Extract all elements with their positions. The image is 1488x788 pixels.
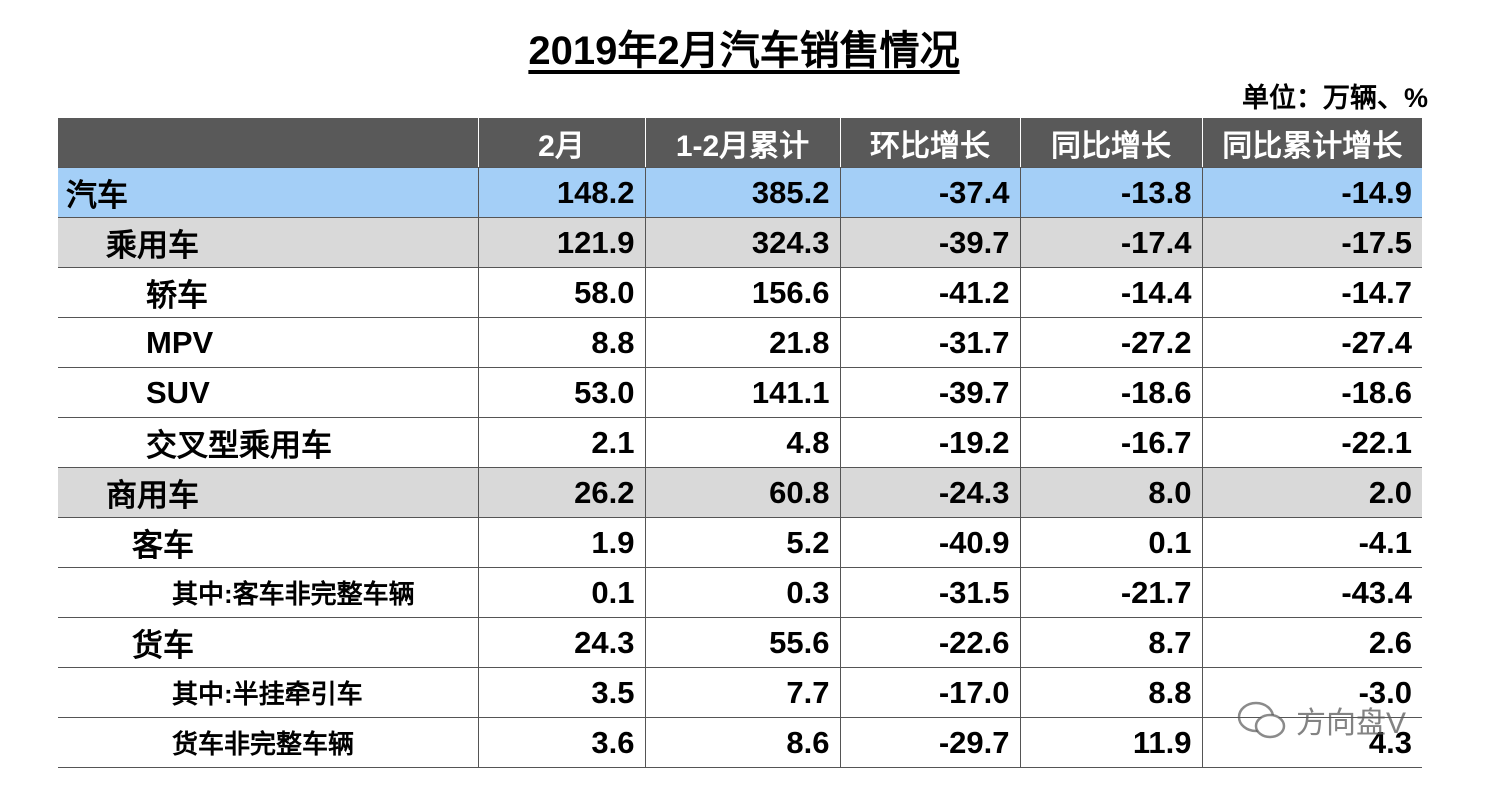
value-cell: -17.0 [840,667,1021,718]
value-cell: -39.7 [840,217,1021,268]
row-label: 货车 [58,617,479,668]
value-cell: -17.5 [1202,217,1422,268]
value-cell: 156.6 [645,267,841,318]
value-cell: -40.9 [840,517,1021,568]
table-row: 货车 24.3 55.6 -22.6 8.7 2.6 [58,617,1422,668]
value-cell: 385.2 [645,167,841,218]
row-label: 客车 [58,517,479,568]
value-cell: 21.8 [645,317,841,368]
sales-table: 2月 1-2月累计 环比增长 同比增长 同比累计增长 汽车 148.2 385.2 -37.4… [58,118,1422,768]
watermark: 方向盘V [1236,698,1406,742]
value-cell: 8.6 [645,717,841,768]
value-cell: -3.0 [1202,667,1422,718]
value-cell: 8.7 [1020,617,1203,668]
header-cell [58,118,479,168]
value-cell: 0.1 [1020,517,1203,568]
value-cell: -14.4 [1020,267,1203,318]
table-row: 其中:客车非完整车辆 0.1 0.3 -31.5 -21.7 -43.4 [58,567,1422,618]
value-cell: 11.9 [1020,717,1203,768]
value-cell: 7.7 [645,667,841,718]
value-cell: -39.7 [840,367,1021,418]
value-cell: 2.0 [1202,467,1422,518]
value-cell: -17.4 [1020,217,1203,268]
table-row: 乘用车 121.9 324.3 -39.7 -17.4 -17.5 [58,217,1422,268]
value-cell: -22.1 [1202,417,1422,468]
title: 2019年2月汽车销售情况 [528,29,960,73]
value-cell: -27.2 [1020,317,1203,368]
row-label: 交叉型乘用车 [58,417,479,468]
row-label: 其中:半挂牵引车 [58,667,479,718]
table-row: 货车非完整车辆 3.6 8.6 -29.7 11.9 4.3 [58,717,1422,768]
value-cell: 26.2 [478,467,646,518]
table-row: 客车 1.9 5.2 -40.9 0.1 -4.1 [58,517,1422,568]
value-cell: 2.1 [478,417,646,468]
table-row: MPV 8.8 21.8 -31.7 -27.2 -27.4 [58,317,1422,368]
value-cell: 60.8 [645,467,841,518]
watermark-text: 方向盘V [1296,707,1407,740]
value-cell: 8.0 [1020,467,1203,518]
value-cell: 58.0 [478,267,646,318]
value-cell: 3.6 [478,717,646,768]
value-cell: -31.5 [840,567,1021,618]
value-cell: -37.4 [840,167,1021,218]
header-cell: 环比增长 [840,118,1021,168]
table-row: SUV 53.0 141.1 -39.7 -18.6 -18.6 [58,367,1422,418]
row-label: 其中:客车非完整车辆 [58,567,479,618]
value-cell: -19.2 [840,417,1021,468]
value-cell: -4.1 [1202,517,1422,568]
value-cell: -43.4 [1202,567,1422,618]
value-cell: 8.8 [1020,667,1203,718]
value-cell: -41.2 [840,267,1021,318]
header-cell: 2月 [478,118,646,168]
value-cell: -13.8 [1020,167,1203,218]
table-row: 商用车 26.2 60.8 -24.3 8.0 2.0 [58,467,1422,518]
wechat-icon [1237,701,1286,739]
value-cell: -18.6 [1202,367,1422,418]
value-cell: -18.6 [1020,367,1203,418]
row-label: 汽车 [58,167,479,218]
value-cell: 4.8 [645,417,841,468]
value-cell: -24.3 [840,467,1021,518]
row-label: SUV [58,367,479,418]
header-cell: 1-2月累计 [645,118,841,168]
row-label: 货车非完整车辆 [58,717,479,768]
header-cell: 同比累计增长 [1202,118,1422,168]
value-cell: 148.2 [478,167,646,218]
header-row: 2月 1-2月累计 环比增长 同比增长 同比累计增长 [58,118,1422,168]
value-cell: -27.4 [1202,317,1422,368]
header-cell: 同比增长 [1020,118,1203,168]
value-cell: 24.3 [478,617,646,668]
value-cell: 0.1 [478,567,646,618]
row-label: 商用车 [58,467,479,518]
value-cell: 53.0 [478,367,646,418]
value-cell: 8.8 [478,317,646,368]
value-cell: -22.6 [840,617,1021,668]
value-cell: 3.5 [478,667,646,718]
table-row: 汽车 148.2 385.2 -37.4 -13.8 -14.9 [58,167,1422,218]
table-row: 轿车 58.0 156.6 -41.2 -14.4 -14.7 [58,267,1422,318]
table-row: 其中:半挂牵引车 3.5 7.7 -17.0 8.8 -3.0 [58,667,1422,718]
unit-label: 单位：万辆、% [1241,83,1428,113]
value-cell: 141.1 [645,367,841,418]
value-cell: 0.3 [645,567,841,618]
value-cell: 5.2 [645,517,841,568]
row-label: 乘用车 [58,217,479,268]
value-cell: 2.6 [1202,617,1422,668]
value-cell: 121.9 [478,217,646,268]
value-cell: -14.9 [1202,167,1422,218]
value-cell: -31.7 [840,317,1021,368]
row-label: MPV [58,317,479,368]
value-cell: 324.3 [645,217,841,268]
value-cell: 55.6 [645,617,841,668]
value-cell: -29.7 [840,717,1021,768]
table-row: 交叉型乘用车 2.1 4.8 -19.2 -16.7 -22.1 [58,417,1422,468]
value-cell: 4.3 [1202,717,1422,768]
value-cell: -21.7 [1020,567,1203,618]
row-label: 轿车 [58,267,479,318]
value-cell: -16.7 [1020,417,1203,468]
value-cell: 1.9 [478,517,646,568]
value-cell: -14.7 [1202,267,1422,318]
